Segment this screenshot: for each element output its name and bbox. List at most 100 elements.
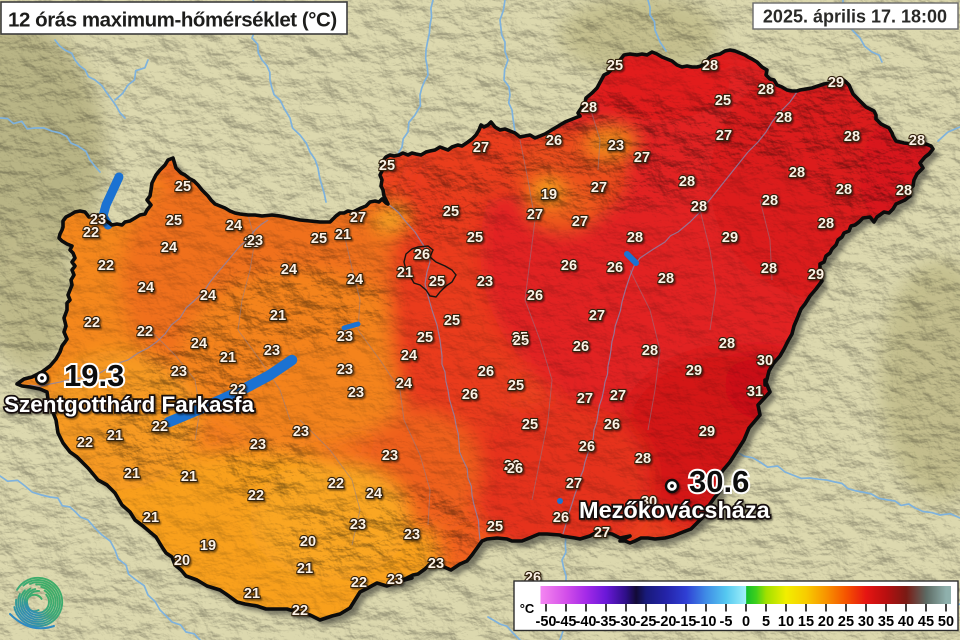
svg-text:28: 28	[776, 110, 792, 126]
svg-text:27: 27	[350, 210, 366, 226]
svg-text:25: 25	[715, 93, 731, 109]
svg-text:45: 45	[918, 614, 934, 630]
svg-text:21: 21	[124, 466, 140, 482]
svg-text:28: 28	[758, 82, 774, 98]
svg-text:22: 22	[98, 258, 114, 274]
svg-text:30: 30	[858, 614, 874, 630]
svg-text:26: 26	[573, 339, 589, 355]
svg-text:-20: -20	[656, 614, 677, 630]
svg-text:29: 29	[722, 230, 738, 246]
svg-text:20: 20	[818, 614, 834, 630]
svg-text:28: 28	[679, 174, 695, 190]
svg-text:27: 27	[594, 525, 610, 541]
svg-text:26: 26	[546, 133, 562, 149]
svg-text:-15: -15	[676, 614, 697, 630]
svg-text:27: 27	[716, 128, 732, 144]
svg-text:28: 28	[836, 182, 852, 198]
svg-text:22: 22	[83, 225, 99, 241]
svg-text:28: 28	[691, 199, 707, 215]
svg-text:21: 21	[270, 308, 286, 324]
svg-text:27: 27	[610, 388, 626, 404]
svg-text:25: 25	[379, 158, 395, 174]
svg-text:28: 28	[762, 193, 778, 209]
svg-text:26: 26	[607, 260, 623, 276]
svg-text:-45: -45	[556, 614, 577, 630]
svg-text:21: 21	[220, 350, 236, 366]
svg-text:12 órás maximum-hőmérséklet (°: 12 órás maximum-hőmérséklet (°C)	[8, 9, 337, 32]
svg-text:24: 24	[200, 288, 216, 304]
svg-text:19.3: 19.3	[64, 358, 124, 393]
svg-text:25: 25	[512, 330, 528, 346]
svg-text:24: 24	[401, 348, 417, 364]
svg-text:25: 25	[311, 231, 327, 247]
svg-text:24: 24	[138, 280, 154, 296]
svg-text:22: 22	[77, 435, 93, 451]
svg-text:25: 25	[175, 179, 191, 195]
svg-text:24: 24	[347, 272, 363, 288]
svg-text:28: 28	[702, 58, 718, 74]
svg-text:20: 20	[174, 553, 190, 569]
svg-text:23: 23	[382, 448, 398, 464]
svg-text:28: 28	[909, 133, 925, 149]
svg-text:22: 22	[137, 324, 153, 340]
svg-text:25: 25	[487, 519, 503, 535]
svg-text:-5: -5	[720, 614, 733, 630]
svg-text:23: 23	[264, 343, 280, 359]
svg-text:19: 19	[541, 187, 557, 203]
svg-text:26: 26	[478, 364, 494, 380]
svg-text:28: 28	[581, 100, 597, 116]
svg-text:28: 28	[761, 261, 777, 277]
svg-text:27: 27	[473, 140, 489, 156]
svg-text:23: 23	[428, 556, 444, 572]
svg-text:25: 25	[166, 213, 182, 229]
svg-text:22: 22	[351, 575, 367, 591]
svg-text:10: 10	[778, 614, 794, 630]
svg-text:-50: -50	[536, 614, 557, 630]
svg-text:28: 28	[789, 165, 805, 181]
svg-text:19: 19	[200, 538, 216, 554]
svg-text:30.6: 30.6	[689, 464, 749, 499]
svg-text:25: 25	[443, 204, 459, 220]
svg-text:23: 23	[247, 233, 263, 249]
svg-text:25: 25	[444, 313, 460, 329]
svg-text:30: 30	[641, 494, 657, 510]
svg-text:29: 29	[699, 424, 715, 440]
svg-text:28: 28	[896, 183, 912, 199]
svg-text:28: 28	[818, 216, 834, 232]
svg-text:22: 22	[248, 488, 264, 504]
svg-text:25: 25	[429, 274, 445, 290]
svg-text:29: 29	[808, 267, 824, 283]
svg-text:23: 23	[477, 274, 493, 290]
svg-text:26: 26	[507, 461, 523, 477]
svg-text:27: 27	[566, 476, 582, 492]
svg-text:28: 28	[635, 451, 651, 467]
svg-text:27: 27	[589, 308, 605, 324]
svg-text:29: 29	[828, 75, 844, 91]
svg-text:28: 28	[658, 271, 674, 287]
svg-text:24: 24	[226, 218, 242, 234]
svg-text:50: 50	[938, 614, 954, 630]
svg-text:28: 28	[627, 230, 643, 246]
svg-text:27: 27	[572, 214, 588, 230]
svg-text:23: 23	[293, 424, 309, 440]
svg-text:23: 23	[90, 212, 106, 228]
svg-text:-10: -10	[696, 614, 717, 630]
svg-text:23: 23	[337, 362, 353, 378]
svg-text:25: 25	[607, 58, 623, 74]
svg-text:15: 15	[798, 614, 814, 630]
svg-text:25: 25	[513, 333, 529, 349]
svg-text:26: 26	[604, 417, 620, 433]
svg-text:24: 24	[191, 336, 207, 352]
svg-text:23: 23	[250, 437, 266, 453]
svg-text:21: 21	[397, 265, 413, 281]
svg-text:25: 25	[838, 614, 854, 630]
svg-text:27: 27	[634, 150, 650, 166]
svg-text:21: 21	[107, 428, 123, 444]
svg-text:23: 23	[387, 572, 403, 588]
svg-text:26: 26	[561, 258, 577, 274]
svg-text:22: 22	[292, 603, 308, 619]
svg-text:23: 23	[404, 527, 420, 543]
svg-text:26: 26	[527, 288, 543, 304]
svg-text:26: 26	[414, 247, 430, 263]
svg-text:28: 28	[719, 336, 735, 352]
